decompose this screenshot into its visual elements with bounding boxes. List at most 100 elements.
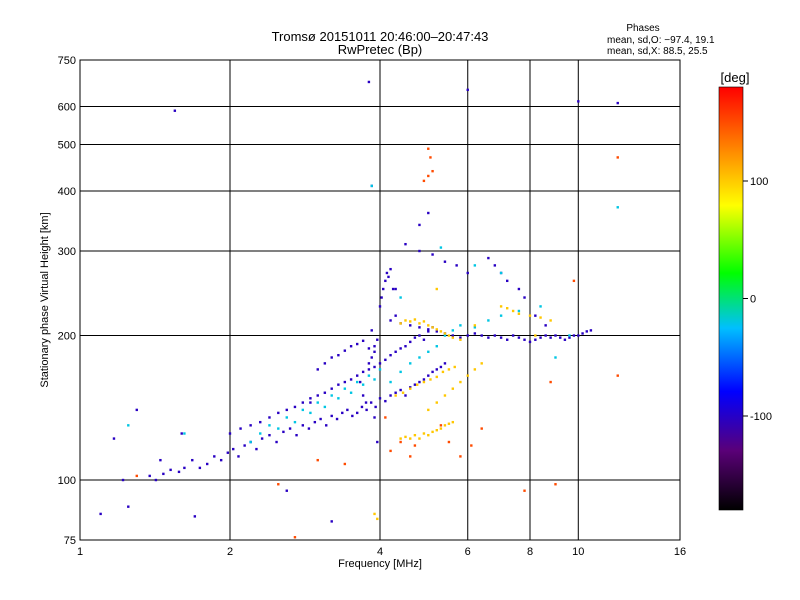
data-point (435, 345, 438, 348)
x-tick-label: 10 (572, 546, 584, 558)
data-point (563, 338, 567, 341)
data-point (367, 362, 371, 365)
data-point (355, 411, 359, 415)
data-point (549, 380, 552, 384)
data-point (549, 319, 552, 322)
data-point (378, 368, 382, 371)
data-point (399, 440, 402, 444)
data-point (376, 338, 379, 341)
data-point (431, 253, 434, 256)
data-point (572, 334, 576, 337)
data-point (373, 416, 376, 419)
data-point (431, 169, 434, 173)
grid-lines (80, 60, 680, 540)
data-point (370, 329, 373, 332)
data-point (268, 424, 271, 427)
data-point (568, 334, 571, 337)
data-point (435, 401, 438, 404)
data-point (249, 440, 252, 444)
data-point (429, 156, 432, 159)
data-point (288, 427, 292, 430)
data-point (373, 345, 376, 348)
data-point (429, 378, 432, 381)
data-point (409, 340, 412, 344)
data-point (443, 394, 447, 397)
data-point (399, 437, 402, 440)
data-point (282, 430, 285, 434)
data-point (369, 401, 373, 404)
data-point (293, 405, 297, 409)
data-point (162, 472, 165, 476)
data-point (394, 350, 397, 353)
data-point (373, 365, 376, 369)
data-point (183, 432, 186, 435)
data-point (378, 397, 382, 400)
data-point (413, 383, 417, 386)
data-point (459, 324, 462, 327)
data-point (487, 319, 490, 322)
data-point (382, 287, 385, 291)
data-point (427, 324, 430, 327)
colorbar-ticks: -100 0 100 (743, 176, 772, 423)
data-point (323, 362, 327, 365)
data-point (285, 408, 288, 412)
data-point (459, 380, 462, 384)
data-point (413, 336, 417, 339)
data-point (343, 349, 347, 352)
data-point (374, 405, 377, 409)
data-point (198, 466, 202, 470)
data-point (228, 432, 232, 435)
data-point (499, 336, 503, 339)
data-point (616, 156, 619, 159)
data-point (355, 342, 359, 346)
data-point (319, 417, 322, 421)
data-point (418, 322, 421, 325)
data-point (409, 437, 412, 440)
data-point (358, 380, 362, 384)
x-tick-label: 1 (77, 546, 83, 558)
data-point (260, 437, 264, 440)
data-point (351, 414, 354, 418)
data-point (367, 347, 371, 350)
data-point (493, 334, 497, 337)
data-points (99, 80, 619, 539)
data-point (127, 505, 130, 508)
data-point (616, 206, 619, 209)
data-point (459, 338, 462, 341)
data-point (422, 380, 426, 384)
data-point (389, 394, 392, 397)
data-point (404, 394, 407, 397)
data-point (413, 318, 417, 321)
data-point (435, 368, 438, 371)
data-point (459, 455, 462, 458)
data-point (455, 264, 458, 267)
data-point (431, 326, 434, 329)
data-point (544, 334, 547, 337)
data-point (470, 444, 473, 447)
data-point (447, 422, 451, 425)
data-point (427, 374, 430, 377)
data-point (373, 350, 376, 353)
data-point (554, 334, 557, 337)
data-point (511, 309, 515, 313)
data-point (443, 332, 447, 335)
stats-heading: Phases (626, 23, 659, 34)
data-point (528, 340, 532, 344)
data-point (135, 474, 138, 478)
data-point (337, 353, 340, 357)
data-point (239, 427, 242, 430)
data-point (517, 287, 521, 291)
colorbar-tick-label: 0 (750, 294, 756, 306)
data-point (499, 314, 503, 317)
data-point (385, 271, 389, 275)
data-point (389, 380, 392, 384)
chart-subtitle: RwPretec (Bp) (338, 42, 423, 57)
data-point (422, 378, 426, 381)
data-point (330, 356, 333, 359)
data-point (361, 339, 365, 343)
data-point (389, 267, 392, 271)
data-point (447, 368, 451, 371)
data-point (394, 394, 397, 397)
data-point (439, 330, 443, 333)
data-point (364, 401, 368, 404)
